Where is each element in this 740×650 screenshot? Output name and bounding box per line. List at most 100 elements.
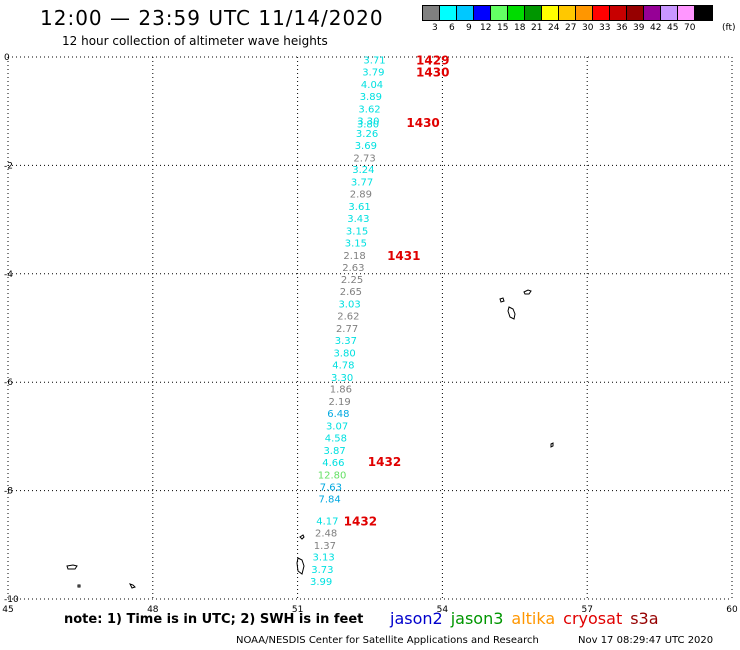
lon-tick-label: 60 <box>726 605 738 615</box>
legend-bin-label: 30 <box>582 23 594 33</box>
legend-labels: (ft) 3 6 9 12 15 18 21 24 27 30 33 36 39 42 45 70 <box>422 23 736 35</box>
wave-height-value: 6.48 <box>327 409 349 420</box>
legend-swatch <box>627 6 644 20</box>
wave-height-value: 3.87 <box>323 446 345 457</box>
wave-height-value: 2.89 <box>350 190 372 201</box>
legend-swatch <box>576 6 593 20</box>
page-title: 12:00 — 23:59 UTC 11/14/2020 <box>40 6 384 30</box>
units-note: note: 1) Time is in UTC; 2) SWH is in fe… <box>64 612 364 627</box>
wave-height-value: 3.73 <box>311 565 333 576</box>
wave-height-value: 4.78 <box>332 360 354 371</box>
wave-height-value: 4.17 <box>316 516 338 527</box>
satellite-jason3: jason3 <box>450 609 504 628</box>
wave-height-value: 3.15 <box>345 238 367 249</box>
legend-swatch <box>593 6 610 20</box>
wave-height-value: 3.03 <box>338 300 360 311</box>
legend-bin-label: 12 <box>480 23 492 33</box>
wave-height-value: 3.80 <box>357 120 379 131</box>
wave-height-value: 3.15 <box>346 226 368 237</box>
legend-swatch <box>695 6 712 20</box>
wave-height-value: 2.18 <box>343 251 365 262</box>
island-outline <box>296 557 305 575</box>
wave-height-value: 3.69 <box>355 141 377 152</box>
wave-height-value: 3.13 <box>313 553 335 564</box>
lon-tick-label: 48 <box>147 605 159 615</box>
legend-swatch <box>440 6 457 20</box>
wave-height-value: 12.80 <box>318 470 347 481</box>
legend-swatch <box>610 6 627 20</box>
wave-height-value: 3.79 <box>362 68 384 79</box>
wave-height-value: 2.65 <box>340 287 362 298</box>
lat-tick-label: 0 <box>4 53 10 63</box>
lat-tick-label: -10 <box>4 595 19 605</box>
wave-height-value: 3.99 <box>310 577 332 588</box>
wave-height-value: 1.37 <box>314 541 336 552</box>
wave-height-value: 2.73 <box>353 153 375 164</box>
legend-unit: (ft) <box>722 23 736 33</box>
legend-bin-label: 9 <box>466 23 472 33</box>
legend-bin-label: 24 <box>548 23 560 33</box>
legend-bin-label: 15 <box>497 23 509 33</box>
wave-height-value: 4.58 <box>325 433 347 444</box>
pass-time-label: 1430 <box>406 116 439 130</box>
legend-bin-label: 36 <box>616 23 628 33</box>
wave-height-value: 2.77 <box>336 324 358 335</box>
land-outlines <box>66 289 554 589</box>
pass-time-label: 1432 <box>368 455 401 469</box>
legend-bin-label: 27 <box>565 23 577 33</box>
lat-tick-label: -6 <box>4 378 13 388</box>
legend-swatch <box>508 6 525 20</box>
island-outline <box>523 289 532 295</box>
wave-height-value: 3.80 <box>333 348 355 359</box>
island-outline <box>499 297 505 303</box>
wave-height-value: 2.62 <box>337 312 359 323</box>
wave-height-value: 3.37 <box>335 336 357 347</box>
pass-time-label: 1429 <box>416 54 449 68</box>
island-outline <box>66 564 78 570</box>
satellite-jason2: jason2 <box>390 609 443 628</box>
wave-height-value: 3.62 <box>358 104 380 115</box>
legend-swatches <box>422 5 713 21</box>
legend-bin-label: 70 <box>684 23 696 33</box>
wave-height-value: 4.66 <box>322 458 344 469</box>
map-grid <box>7 56 733 600</box>
wave-height-value: 3.30 <box>331 373 353 384</box>
legend-bin-label: 18 <box>514 23 526 33</box>
wave-height-value: 7.84 <box>318 495 340 506</box>
legend-swatch <box>559 6 576 20</box>
wave-height-observations: 3.713.794.043.893.623.303.803.263.692.73… <box>310 56 386 588</box>
legend-swatch <box>542 6 559 20</box>
pass-time-label: 1432 <box>344 514 377 528</box>
wave-height-value: 4.04 <box>361 80 383 91</box>
legend-bin-label: 42 <box>650 23 662 33</box>
legend-swatch <box>474 6 491 20</box>
legend-swatch <box>644 6 661 20</box>
legend-bin-label: 6 <box>449 23 455 33</box>
wave-height-value: 3.61 <box>348 202 370 213</box>
satellite-altika: altika <box>511 609 556 628</box>
legend-swatch <box>678 6 695 20</box>
pass-time-label: 1430 <box>416 66 449 80</box>
legend-swatch <box>525 6 542 20</box>
lat-tick-label: -2 <box>4 161 13 171</box>
legend-swatch <box>423 6 440 20</box>
island-outline <box>299 534 305 540</box>
wave-height-value: 3.43 <box>347 214 369 225</box>
island-outline <box>550 442 554 448</box>
wave-height-value: 3.77 <box>351 178 373 189</box>
credit-line: NOAA/NESDIS Center for Satellite Applica… <box>236 635 539 646</box>
wave-height-value: 2.25 <box>341 275 363 286</box>
island-outline <box>507 306 516 320</box>
satellite-legend: jason2 jason3 altika cryosat s3a <box>390 609 667 628</box>
wave-height-value: 3.30 <box>357 116 379 127</box>
lon-tick-label: 54 <box>437 605 449 615</box>
page-subtitle: 12 hour collection of altimeter wave hei… <box>62 34 328 48</box>
satellite-cryosat: cryosat <box>563 609 623 628</box>
color-legend: (ft) 3 6 9 12 15 18 21 24 27 30 33 36 39 42 45 70 <box>422 5 736 35</box>
wave-height-value: 2.63 <box>342 263 364 274</box>
map-axes: 45 48 51 54 57 60 0 -2 -4 -6 -8 -10 <box>2 53 738 615</box>
wave-height-value: 3.71 <box>363 56 385 67</box>
legend-swatch <box>457 6 474 20</box>
wave-height-value: 3.07 <box>326 422 348 433</box>
